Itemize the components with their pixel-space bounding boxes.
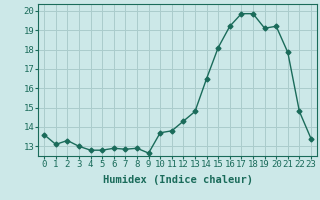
X-axis label: Humidex (Indice chaleur): Humidex (Indice chaleur): [103, 175, 252, 185]
